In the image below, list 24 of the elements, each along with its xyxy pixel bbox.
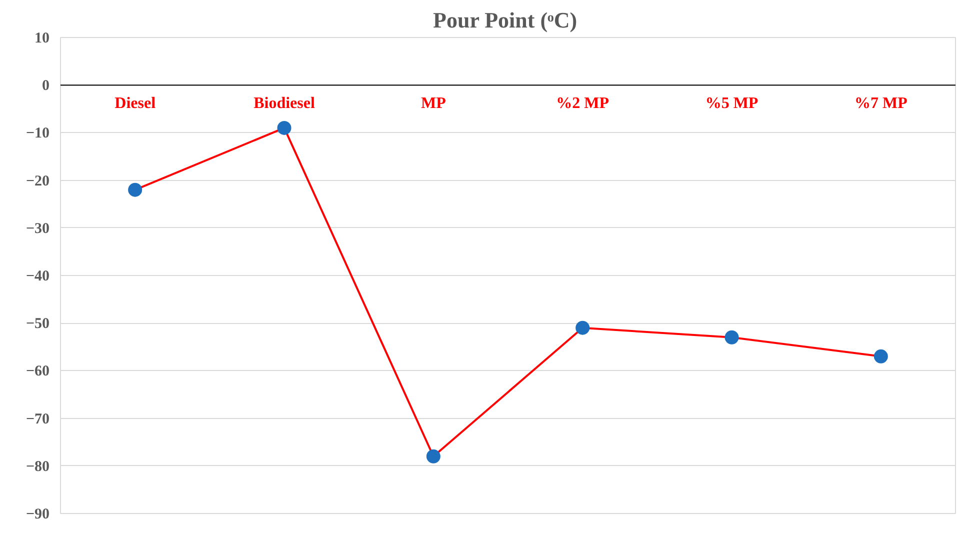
y-tick-label: −40	[26, 268, 50, 284]
y-tick-label: −50	[26, 316, 50, 332]
y-tick-label: −10	[26, 126, 50, 142]
x-tick-label: %7 MP	[854, 95, 908, 112]
y-tick-label: −30	[26, 220, 50, 237]
x-tick-label: Biodiesel	[254, 95, 316, 112]
x-tick-label: Diesel	[114, 95, 156, 112]
x-tick-label: MP	[420, 95, 446, 112]
point	[874, 349, 888, 364]
y-tick-label: 10	[34, 30, 50, 46]
point	[128, 182, 142, 197]
x-tick-label: %2 MP	[556, 95, 610, 112]
chart-title: Pour Point (ᵒC)	[433, 8, 578, 32]
y-tick-label: −20	[26, 173, 50, 190]
y-tick-label: −60	[26, 364, 50, 380]
point	[576, 320, 590, 335]
point	[724, 330, 739, 344]
point	[426, 449, 440, 464]
y-tick-label: 0	[42, 78, 50, 94]
y-tick-label: −70	[26, 411, 50, 428]
x-tick-label: %5 MP	[705, 95, 758, 112]
y-tick-label: −90	[26, 506, 50, 522]
y-tick-label: −80	[26, 458, 50, 475]
point	[277, 120, 292, 135]
